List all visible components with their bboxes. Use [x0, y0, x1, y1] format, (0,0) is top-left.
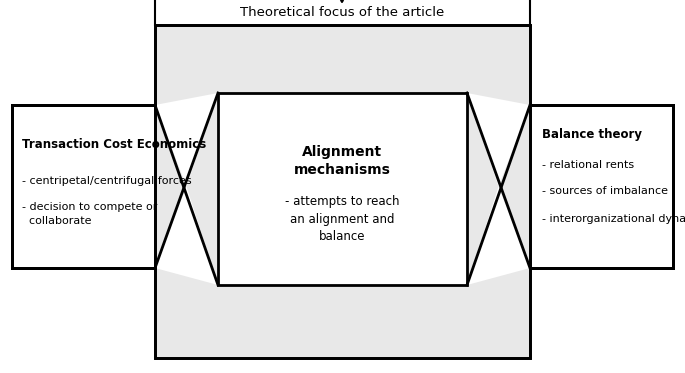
Polygon shape — [155, 93, 218, 186]
Polygon shape — [12, 105, 155, 268]
Polygon shape — [467, 186, 530, 285]
Text: Alignment
mechanisms: Alignment mechanisms — [294, 145, 391, 177]
Text: - attempts to reach
an alignment and
balance: - attempts to reach an alignment and bal… — [285, 194, 400, 244]
Text: Theoretical focus of the article: Theoretical focus of the article — [240, 6, 444, 19]
Polygon shape — [467, 93, 530, 186]
Polygon shape — [155, 186, 218, 285]
Text: - centripetal/centrifugal forces: - centripetal/centrifugal forces — [22, 176, 192, 186]
Polygon shape — [12, 25, 673, 358]
Polygon shape — [218, 93, 467, 285]
Text: - sources of imbalance: - sources of imbalance — [542, 186, 668, 197]
Polygon shape — [530, 105, 673, 268]
Text: Balance theory: Balance theory — [542, 128, 642, 141]
Text: Transaction Cost Economics: Transaction Cost Economics — [22, 138, 206, 151]
Text: - interorganizational dynamics: - interorganizational dynamics — [542, 213, 685, 223]
Text: - decision to compete or
  collaborate: - decision to compete or collaborate — [22, 203, 158, 226]
Text: - relational rents: - relational rents — [542, 160, 634, 169]
